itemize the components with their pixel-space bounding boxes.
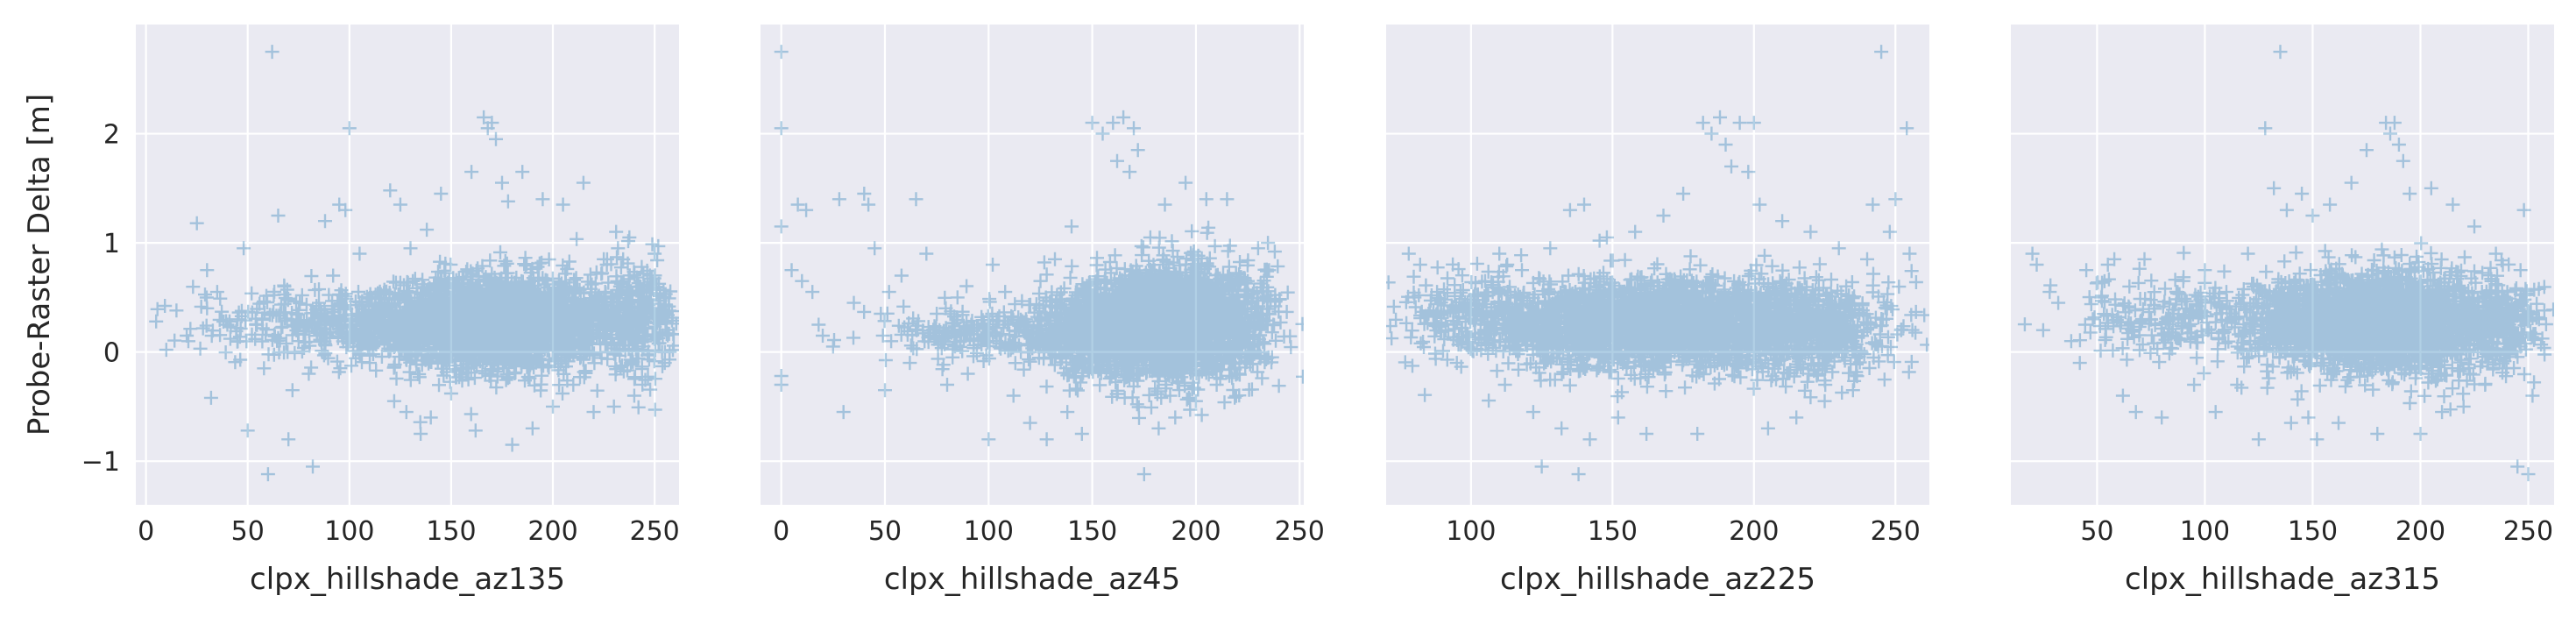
x-tick-label: 0 [773, 516, 789, 547]
x-tick-label: 200 [1171, 516, 1221, 547]
y-tick-label: −1 [81, 447, 120, 478]
x-tick-label: 150 [1588, 516, 1638, 547]
scatter-points [1386, 45, 1929, 482]
x-axis-label: clpx_hillshade_az135 [250, 562, 565, 597]
scatter-panel-4: 50 100 150 200 250 clpx_hillshade_az315 [2011, 25, 2554, 597]
scatter-panel-1: 0 50 100 150 200 250 −1 0 1 2 clpx_hillshade_az135 [81, 25, 680, 597]
x-axis-label: clpx_hillshade_az315 [2125, 562, 2440, 597]
x-tick-label: 200 [2396, 516, 2445, 547]
plot-area [136, 25, 679, 505]
scatter-panel-2: 0 50 100 150 200 250 clpx_hillshade_az45 [761, 25, 1325, 597]
y-tick-label: 0 [103, 338, 120, 369]
x-tick-label: 250 [630, 516, 680, 547]
x-axis-label: clpx_hillshade_az225 [1500, 562, 1815, 597]
x-tick-label: 250 [1275, 516, 1325, 547]
scatter-panel-3: 100 150 200 250 clpx_hillshade_az225 [1386, 25, 1929, 597]
x-tick-label: 100 [1446, 516, 1496, 547]
x-tick-label: 150 [2288, 516, 2338, 547]
y-tick-label: 1 [103, 229, 120, 259]
scatter-points [149, 45, 679, 482]
plot-area [1386, 25, 1929, 505]
scatter-points [774, 45, 1304, 482]
x-tick-label: 150 [426, 516, 476, 547]
y-tick-label: 2 [103, 120, 120, 151]
y-axis-label: Probe-Raster Delta [m] [22, 94, 57, 436]
x-tick-label: 0 [138, 516, 154, 547]
scatter-points [2017, 45, 2554, 482]
x-tick-label: 200 [527, 516, 577, 547]
x-tick-label: 200 [1729, 516, 1779, 547]
plot-area [2011, 25, 2554, 505]
x-tick-label: 100 [324, 516, 374, 547]
x-tick-label: 100 [2180, 516, 2230, 547]
x-tick-label: 250 [1871, 516, 1921, 547]
x-axis-label: clpx_hillshade_az45 [884, 562, 1180, 597]
x-tick-label: 50 [2080, 516, 2113, 547]
x-tick-label: 250 [2503, 516, 2553, 547]
x-tick-label: 50 [231, 516, 265, 547]
x-tick-label: 50 [868, 516, 902, 547]
plot-area [761, 25, 1304, 505]
x-tick-label: 100 [964, 516, 1014, 547]
x-tick-label: 150 [1067, 516, 1117, 547]
